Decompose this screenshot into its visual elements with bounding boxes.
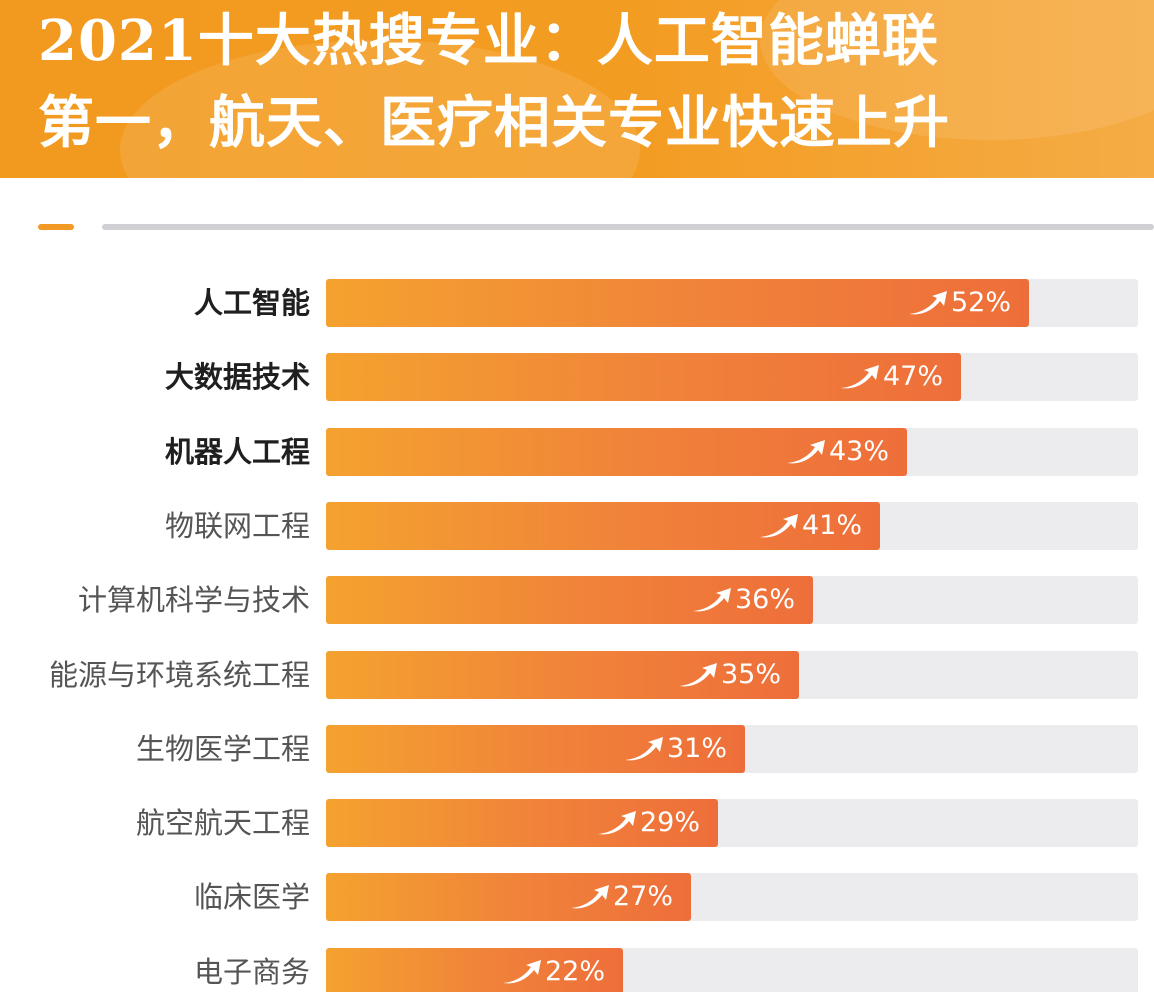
page-title-line-1: 2021十大热搜专业：人工智能蝉联 — [38, 8, 939, 74]
category-label: 电子商务 — [193, 955, 310, 989]
category-label: 能源与环境系统工程 — [48, 658, 310, 692]
trend-up-arrow-icon — [679, 663, 717, 687]
bar-row: 物联网工程 41% — [0, 502, 1154, 550]
value-label: 47% — [882, 361, 943, 392]
trend-up-arrow-icon — [571, 885, 609, 909]
bar: 52% — [326, 279, 1029, 327]
category-label: 生物医学工程 — [135, 732, 310, 766]
trend-up-arrow-icon — [787, 440, 825, 464]
bar: 35% — [326, 651, 799, 699]
bar: 22% — [326, 948, 623, 992]
trend-up-arrow-icon — [693, 588, 731, 612]
bar-row: 电子商务 22% — [0, 948, 1154, 992]
value-label: 36% — [734, 584, 795, 615]
value-label: 29% — [639, 807, 700, 838]
category-label: 人工智能 — [193, 286, 310, 320]
bar: 29% — [326, 799, 718, 847]
category-label: 计算机科学与技术 — [77, 583, 310, 617]
trend-up-arrow-icon — [503, 960, 541, 984]
category-label: 大数据技术 — [164, 360, 310, 394]
bar-row: 人工智能 52% — [0, 279, 1154, 327]
bar-row: 航空航天工程 29% — [0, 799, 1154, 847]
bar-row: 生物医学工程 31% — [0, 725, 1154, 773]
value-label: 41% — [801, 510, 862, 541]
trend-up-arrow-icon — [760, 514, 798, 538]
bar: 47% — [326, 353, 961, 401]
value-label: 27% — [612, 881, 673, 912]
trend-up-arrow-icon — [841, 365, 879, 389]
bar-row: 临床医学 27% — [0, 873, 1154, 921]
trend-up-arrow-icon — [909, 291, 947, 315]
bar: 43% — [326, 428, 907, 476]
value-label: 31% — [666, 733, 727, 764]
value-label: 52% — [950, 287, 1011, 318]
category-label: 物联网工程 — [164, 509, 310, 543]
section-divider — [102, 224, 1154, 230]
bar-row: 能源与环境系统工程 35% — [0, 651, 1154, 699]
value-label: 43% — [828, 436, 889, 467]
value-label: 22% — [544, 956, 605, 987]
value-label: 35% — [720, 659, 781, 690]
trend-up-arrow-icon — [598, 811, 636, 835]
category-label: 航空航天工程 — [135, 806, 310, 840]
section-accent-rule — [38, 224, 74, 230]
title-banner: 2021十大热搜专业：人工智能蝉联 第一，航天、医疗相关专业快速上升 — [0, 0, 1154, 178]
bar: 41% — [326, 502, 880, 550]
bar: 27% — [326, 873, 691, 921]
bar: 31% — [326, 725, 745, 773]
bar-row: 计算机科学与技术 36% — [0, 576, 1154, 624]
bar-row: 大数据技术 47% — [0, 353, 1154, 401]
bar: 36% — [326, 576, 813, 624]
category-label: 临床医学 — [193, 880, 310, 914]
bar-row: 机器人工程 43% — [0, 428, 1154, 476]
page-title-line-2: 第一，航天、医疗相关专业快速上升 — [38, 90, 950, 156]
category-label: 机器人工程 — [164, 435, 310, 469]
trend-up-arrow-icon — [625, 737, 663, 761]
